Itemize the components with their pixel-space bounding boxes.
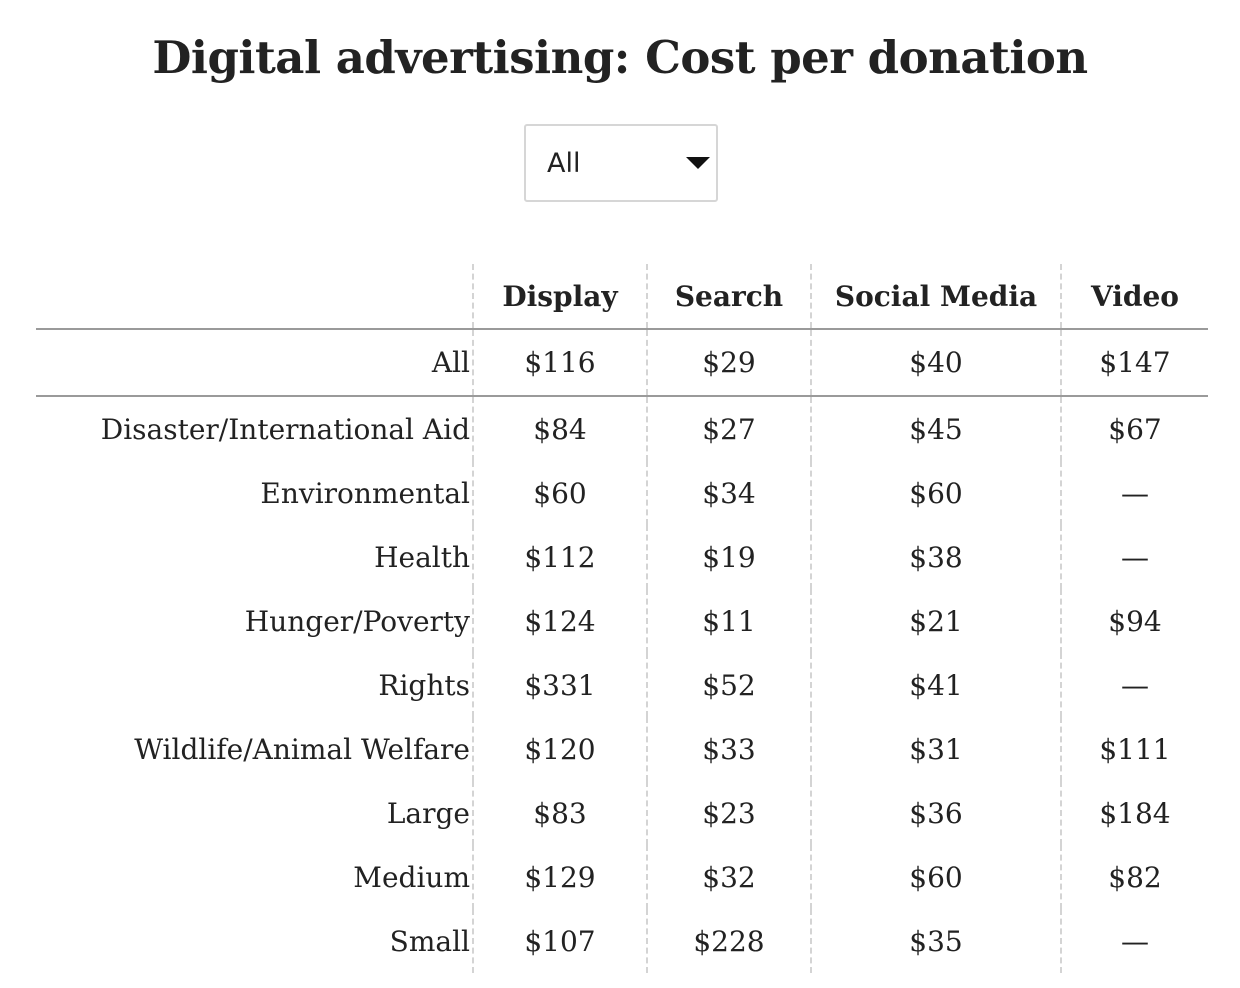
column-header: Display <box>472 264 647 330</box>
table-row: Disaster/International Aid $84 $27 $45 $67 <box>36 396 1208 461</box>
table-cell: $84 <box>472 396 647 461</box>
row-label: Wildlife/Animal Welfare <box>134 732 470 766</box>
row-label: Rights <box>378 668 470 702</box>
row-label: Large <box>386 796 470 830</box>
dropdown-selected-value: All <box>547 148 581 179</box>
table-cell: $184 <box>1060 781 1208 845</box>
table-cell: $83 <box>472 781 647 845</box>
table-cell: — <box>1060 525 1208 589</box>
table-cell: — <box>1060 653 1208 717</box>
column-header: Social Media <box>810 264 1061 330</box>
row-label: Medium <box>353 860 470 894</box>
row-label-header <box>36 264 473 330</box>
table-cell: $31 <box>810 717 1061 781</box>
summary-row: All $116 $29 $40 $147 <box>36 329 1208 397</box>
page-title: Digital advertising: Cost per donation <box>152 31 1088 84</box>
table-cell: $33 <box>646 717 811 781</box>
table-row: Hunger/Poverty $124 $11 $21 $94 <box>36 589 1208 653</box>
column-header: Search <box>646 264 811 330</box>
table-cell: $52 <box>646 653 811 717</box>
table-cell: $40 <box>810 329 1061 397</box>
table-header-row: Display Search Social Media Video <box>36 264 1208 330</box>
table-cell: — <box>1060 461 1208 525</box>
table-cell: $147 <box>1060 329 1208 397</box>
table-cell: $38 <box>810 525 1061 589</box>
cost-per-donation-table: Display Search Social Media Video All $1… <box>36 264 1208 973</box>
table-cell: $60 <box>810 461 1061 525</box>
table-cell: $35 <box>810 909 1061 973</box>
row-label: Health <box>374 540 470 574</box>
table-cell: $19 <box>646 525 811 589</box>
table-row: Environmental $60 $34 $60— <box>36 461 1208 525</box>
table-cell: $11 <box>646 589 811 653</box>
table-cell: $120 <box>472 717 647 781</box>
row-label: Disaster/International Aid <box>100 412 470 446</box>
table-cell: $111 <box>1060 717 1208 781</box>
table-cell: $23 <box>646 781 811 845</box>
table-cell: — <box>1060 909 1208 973</box>
table-cell: $228 <box>646 909 811 973</box>
table-cell: $60 <box>810 845 1061 909</box>
table-cell: $41 <box>810 653 1061 717</box>
table-row: Small $107 $228 $35— <box>36 909 1208 973</box>
table-row: Medium $129 $32 $60 $82 <box>36 845 1208 909</box>
triangle-down-icon <box>686 157 710 169</box>
table-cell: $116 <box>472 329 647 397</box>
table-cell: $124 <box>472 589 647 653</box>
table-cell: $94 <box>1060 589 1208 653</box>
row-label: All <box>36 329 473 397</box>
table-row: Wildlife/Animal Welfare $120 $33 $31 $111 <box>36 717 1208 781</box>
table-cell: $32 <box>646 845 811 909</box>
category-filter-dropdown[interactable]: All <box>524 124 718 202</box>
column-header: Video <box>1060 264 1208 330</box>
table-cell: $331 <box>472 653 647 717</box>
table-cell: $34 <box>646 461 811 525</box>
table-cell: $29 <box>646 329 811 397</box>
table-cell: $36 <box>810 781 1061 845</box>
table-cell: $27 <box>646 396 811 461</box>
row-label: Environmental <box>260 476 470 510</box>
row-label: Small <box>389 924 470 958</box>
row-label: Hunger/Poverty <box>244 604 470 638</box>
table-cell: $67 <box>1060 396 1208 461</box>
table-cell: $82 <box>1060 845 1208 909</box>
table-cell: $129 <box>472 845 647 909</box>
table-cell: $21 <box>810 589 1061 653</box>
table-row: Health $112 $19 $38— <box>36 525 1208 589</box>
table-cell: $112 <box>472 525 647 589</box>
table-row: Rights $331 $52 $41— <box>36 653 1208 717</box>
table-cell: $45 <box>810 396 1061 461</box>
table-cell: $60 <box>472 461 647 525</box>
table-row: Large $83 $23 $36 $184 <box>36 781 1208 845</box>
table-cell: $107 <box>472 909 647 973</box>
